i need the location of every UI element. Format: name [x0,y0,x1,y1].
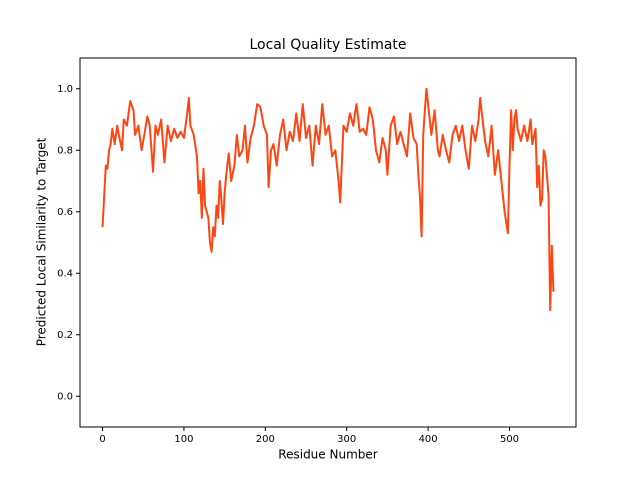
y-axis-label: Predicted Local Similarity to Target [35,137,49,346]
x-tick-label: 0 [99,434,105,445]
x-tick-label: 300 [337,434,356,445]
x-axis-label: Residue Number [278,448,377,462]
plot-frame [79,57,577,428]
x-tick-label: 200 [256,434,275,445]
y-tick-label: 0.6 [57,207,73,218]
quality-line [101,87,555,312]
y-tick-label: 0.4 [57,268,73,279]
y-tick-label: 0.8 [57,145,73,156]
y-tick-label: 0.0 [57,391,73,402]
y-tick-label: 0.2 [57,330,73,341]
x-tick-label: 100 [174,434,193,445]
chart-title: Local Quality Estimate [249,37,406,53]
y-tick-label: 1.0 [57,84,73,95]
x-tick-label: 400 [419,434,438,445]
x-tick-label: 500 [500,434,519,445]
